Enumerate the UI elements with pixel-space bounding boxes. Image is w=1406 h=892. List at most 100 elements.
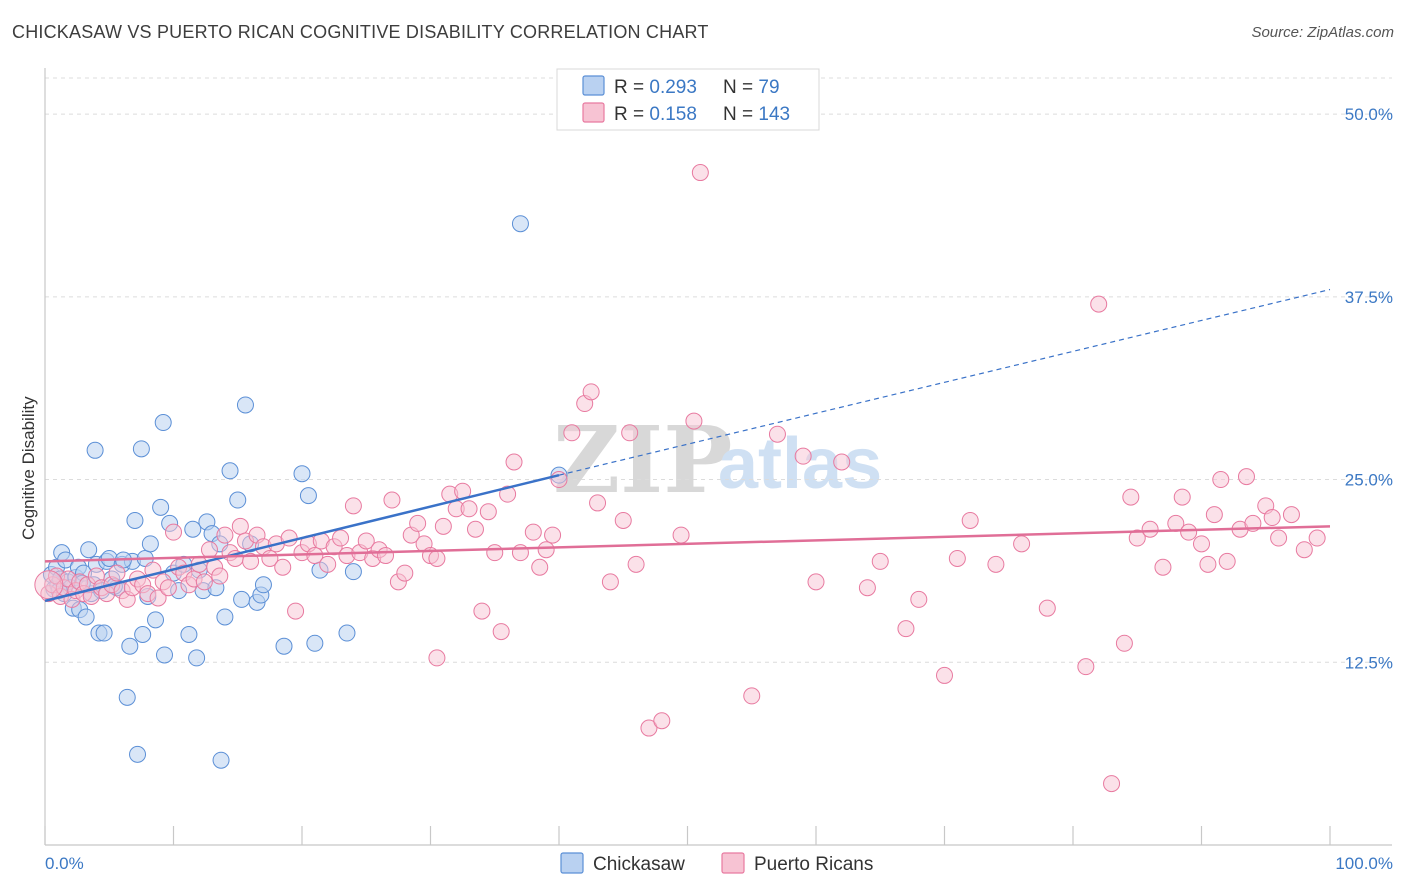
data-point-puerto-ricans: [1199, 555, 1217, 573]
data-point-chickasaw: [254, 576, 272, 594]
data-point-chickasaw: [147, 611, 165, 629]
legend-swatch-puerto-ricans: [582, 102, 605, 123]
data-point-puerto-ricans: [1180, 523, 1198, 541]
data-point-puerto-ricans: [1115, 634, 1133, 652]
data-point-puerto-ricans: [344, 497, 362, 515]
data-point-chickasaw: [275, 637, 293, 655]
data-point-puerto-ricans: [563, 424, 581, 442]
data-point-chickasaw: [126, 511, 144, 529]
data-point-puerto-ricans: [499, 485, 517, 503]
data-point-chickasaw: [233, 590, 251, 608]
data-point-puerto-ricans: [409, 514, 427, 532]
trend-line-chickasaw: [44, 473, 560, 603]
data-point-puerto-ricans: [833, 453, 851, 471]
top-legend: R = 0.293 N = 79 R = 0.158 N = 143: [556, 68, 820, 131]
data-point-puerto-ricans: [640, 719, 658, 737]
bottom-legend-swatch-puerto-ricans: [721, 852, 745, 874]
legend-n-label-2: N =: [723, 104, 758, 125]
y-tick-label: 37.5%: [1345, 288, 1393, 307]
data-point-chickasaw: [299, 487, 317, 505]
legend-n-value-1: 79: [758, 77, 779, 98]
data-point-puerto-ricans: [434, 517, 452, 535]
data-point-puerto-ricans: [1295, 541, 1313, 559]
data-point-puerto-ricans: [200, 541, 218, 559]
data-point-puerto-ricans: [466, 520, 484, 538]
data-point-chickasaw: [95, 624, 113, 642]
data-point-puerto-ricans: [159, 579, 177, 597]
data-point-chickasaw: [184, 520, 202, 538]
data-point-puerto-ricans: [948, 549, 966, 567]
data-point-chickasaw: [180, 625, 198, 643]
data-point-chickasaw: [121, 637, 139, 655]
data-point-chickasaw: [212, 751, 230, 769]
trend-line-chickasaw-extension: [558, 288, 1331, 476]
legend-r-value-2: 0.158: [649, 104, 697, 125]
data-point-puerto-ricans: [195, 573, 213, 591]
data-point-puerto-ricans: [473, 602, 491, 620]
data-point-puerto-ricans: [287, 602, 305, 620]
data-point-puerto-ricans: [1173, 488, 1191, 506]
data-point-puerto-ricans: [242, 552, 260, 570]
bottom-legend-swatch-chickasaw: [560, 852, 584, 874]
data-point-puerto-ricans: [1212, 471, 1230, 489]
data-point-chickasaw: [188, 649, 206, 667]
data-point-puerto-ricans: [794, 447, 812, 465]
data-point-puerto-ricans: [1141, 520, 1159, 538]
y-tick-label: 25.0%: [1345, 471, 1393, 490]
data-point-puerto-ricans: [1218, 552, 1236, 570]
data-point-puerto-ricans: [1270, 529, 1288, 547]
data-point-puerto-ricans: [807, 573, 825, 591]
data-point-puerto-ricans: [383, 491, 401, 509]
y-axis-label: Cognitive Disability: [19, 396, 38, 540]
y-tick-label: 12.5%: [1345, 653, 1393, 672]
data-point-puerto-ricans: [987, 555, 1005, 573]
data-point-puerto-ricans: [332, 529, 350, 547]
data-point-chickasaw: [134, 625, 152, 643]
data-point-puerto-ricans: [627, 555, 645, 573]
data-point-chickasaw: [229, 491, 247, 509]
data-point-puerto-ricans: [653, 712, 671, 730]
data-point-chickasaw: [344, 563, 362, 581]
data-point-puerto-ricans: [492, 623, 510, 641]
data-point-chickasaw: [80, 541, 98, 559]
data-point-puerto-ricans: [306, 547, 324, 565]
data-point-chickasaw: [216, 608, 234, 626]
data-point-puerto-ricans: [871, 552, 889, 570]
data-point-puerto-ricans: [34, 570, 64, 600]
data-point-puerto-ricans: [149, 589, 167, 607]
data-point-puerto-ricans: [357, 532, 375, 550]
legend-r-label-2: R =: [614, 104, 649, 125]
data-point-puerto-ricans: [614, 511, 632, 529]
y-tick-label: 50.0%: [1345, 105, 1393, 124]
data-point-puerto-ricans: [550, 471, 568, 489]
data-point-puerto-ricans: [1282, 506, 1300, 524]
data-point-puerto-ricans: [1090, 295, 1108, 313]
data-point-puerto-ricans: [505, 453, 523, 471]
data-point-puerto-ricans: [108, 564, 126, 582]
svg-text:R = 0.158: R = 0.158: [614, 104, 697, 125]
data-point-puerto-ricans: [211, 567, 229, 585]
data-point-puerto-ricans: [691, 164, 709, 182]
data-point-chickasaw: [221, 462, 239, 480]
legend-n-value-2: 143: [758, 104, 790, 125]
data-point-chickasaw: [152, 498, 170, 516]
grid-lines: [45, 77, 1392, 663]
data-point-puerto-ricans: [1237, 468, 1255, 486]
axes: [44, 68, 1392, 846]
data-point-chickasaw: [511, 215, 529, 233]
data-point-puerto-ricans: [858, 579, 876, 597]
data-point-puerto-ricans: [1038, 599, 1056, 617]
data-point-puerto-ricans: [524, 523, 542, 541]
data-point-puerto-ricans: [961, 511, 979, 529]
data-point-chickasaw: [86, 441, 104, 459]
data-point-puerto-ricans: [231, 517, 249, 535]
data-point-puerto-ricans: [672, 526, 690, 544]
legend-r-value-1: 0.293: [649, 77, 697, 98]
data-point-puerto-ricans: [936, 666, 953, 684]
x-tick-labels: 0.0% 100.0%: [45, 854, 1393, 873]
svg-text:N = 143: N = 143: [723, 104, 790, 125]
y-tick-labels: 12.5% 25.0% 37.5% 50.0%: [1345, 105, 1393, 672]
watermark: ZIP atlas: [553, 406, 882, 514]
bottom-legend: Chickasaw Puerto Ricans: [560, 852, 873, 875]
